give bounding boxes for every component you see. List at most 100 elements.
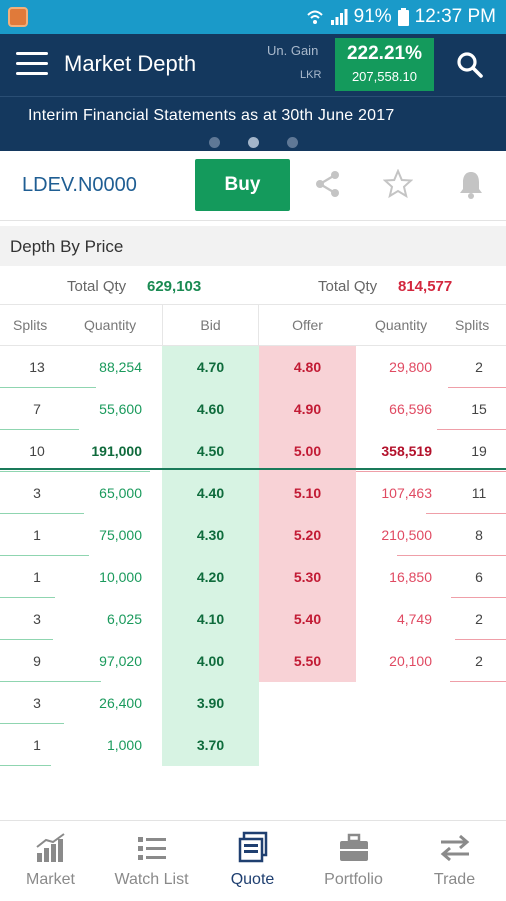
bid-price-cell[interactable] bbox=[162, 346, 259, 388]
depth-row[interactable]: 1 75,000 4.30 5.20 210,500 8 bbox=[0, 514, 506, 556]
depth-row[interactable]: 10 191,000 4.50 5.00 358,519 19 bbox=[0, 430, 506, 472]
depth-section-header: Depth By Price bbox=[0, 226, 506, 266]
battery-percent: 91% bbox=[353, 6, 392, 27]
offer-splits: 11 bbox=[471, 485, 487, 501]
bid-splits: 1 bbox=[33, 569, 41, 585]
bid-depth-underline bbox=[0, 387, 96, 388]
bid-total-qty: 629,103 bbox=[147, 278, 202, 295]
bid-price-cell[interactable] bbox=[162, 430, 259, 472]
depth-row[interactable]: 9 97,020 4.00 5.50 20,100 2 bbox=[0, 640, 506, 682]
announcement-banner[interactable]: Interim Financial Statements as at 30th … bbox=[0, 96, 506, 151]
offer-price-cell[interactable] bbox=[259, 598, 356, 640]
offer-price-cell[interactable] bbox=[259, 346, 356, 388]
bid-price-cell[interactable] bbox=[162, 598, 259, 640]
depth-row[interactable]: 3 6,025 4.10 5.40 4,749 2 bbox=[0, 598, 506, 640]
bid-price: 3.70 bbox=[196, 737, 225, 753]
offer-splits: 15 bbox=[471, 401, 487, 417]
depth-row[interactable]: 13 88,254 4.70 4.80 29,800 2 bbox=[0, 346, 506, 388]
depth-column-headers: Splits Quantity Bid Offer Quantity Split… bbox=[0, 304, 506, 346]
bid-price: 4.40 bbox=[196, 485, 225, 501]
col-offer-quantity: Quantity bbox=[375, 317, 428, 333]
offer-price-cell[interactable] bbox=[259, 472, 356, 514]
bid-price-cell[interactable] bbox=[162, 514, 259, 556]
bid-splits: 3 bbox=[33, 485, 41, 501]
bid-price-cell[interactable] bbox=[162, 682, 259, 724]
depth-row[interactable]: 3 26,400 3.90 bbox=[0, 682, 506, 724]
col-bid-splits: Splits bbox=[13, 317, 48, 333]
bid-quantity: 88,254 bbox=[99, 359, 142, 375]
nav-market-label: Market bbox=[26, 871, 75, 888]
search-icon[interactable] bbox=[456, 51, 484, 79]
offer-splits: 6 bbox=[475, 569, 483, 585]
offer-price: 5.10 bbox=[293, 485, 322, 501]
carousel-dot[interactable] bbox=[208, 137, 220, 148]
unrealized-gain-label: Un. Gain bbox=[267, 43, 319, 58]
bid-splits: 1 bbox=[33, 527, 41, 543]
offer-price-cell[interactable] bbox=[259, 640, 356, 682]
depth-row[interactable]: 1 10,000 4.20 5.30 16,850 6 bbox=[0, 556, 506, 598]
col-offer: Offer bbox=[292, 317, 323, 333]
nav-watch-list-label: Watch List bbox=[114, 871, 189, 888]
carousel-dot-active[interactable] bbox=[247, 137, 259, 148]
depth-row[interactable]: 3 65,000 4.40 5.10 107,463 11 bbox=[0, 472, 506, 514]
bid-price-cell[interactable] bbox=[162, 388, 259, 430]
bell-icon[interactable] bbox=[456, 169, 486, 199]
offer-depth-underline bbox=[455, 639, 506, 640]
nav-quote[interactable]: Quote bbox=[202, 821, 303, 901]
offer-splits: 8 bbox=[475, 527, 483, 543]
offer-quantity: 210,500 bbox=[381, 527, 432, 543]
depth-row[interactable]: 7 55,600 4.60 4.90 66,596 15 bbox=[0, 388, 506, 430]
bid-price-cell[interactable] bbox=[162, 724, 259, 766]
offer-depth-underline bbox=[451, 597, 506, 598]
nav-portfolio[interactable]: Portfolio bbox=[303, 821, 404, 901]
nav-watch-list[interactable]: Watch List bbox=[101, 821, 202, 901]
buy-button[interactable]: Buy bbox=[195, 159, 290, 211]
bid-price-cell[interactable] bbox=[162, 472, 259, 514]
offer-depth-underline bbox=[437, 429, 506, 430]
totals-row: Total Qty 629,103 Total Qty 814,577 bbox=[0, 266, 506, 304]
carousel-dot[interactable] bbox=[286, 137, 298, 148]
nav-trade[interactable]: Trade bbox=[404, 821, 505, 901]
gain-percent: 222.21% bbox=[346, 43, 422, 64]
offer-splits: 2 bbox=[475, 611, 483, 627]
bid-price: 4.60 bbox=[196, 401, 225, 417]
offer-quantity: 4,749 bbox=[396, 611, 432, 627]
bottom-navigation: Market Watch List Quote Portfolio bbox=[0, 820, 506, 900]
quote-header: LDEV.N0000 Buy bbox=[0, 151, 506, 221]
star-icon[interactable] bbox=[383, 169, 413, 199]
col-offer-splits: Splits bbox=[455, 317, 490, 333]
clock: 12:37 PM bbox=[414, 6, 496, 27]
share-icon[interactable] bbox=[313, 169, 343, 199]
announcement-text: Interim Financial Statements as at 30th … bbox=[28, 107, 395, 124]
offer-price-cell[interactable] bbox=[259, 514, 356, 556]
nav-market[interactable]: Market bbox=[0, 821, 101, 901]
bid-price-cell[interactable] bbox=[162, 640, 259, 682]
gain-currency-label: LKR bbox=[300, 69, 322, 81]
bid-price-cell[interactable] bbox=[162, 556, 259, 598]
bid-depth-underline bbox=[0, 513, 84, 514]
depth-row[interactable]: 1 1,000 3.70 bbox=[0, 724, 506, 766]
offer-price: 5.30 bbox=[293, 569, 322, 585]
bid-depth-underline bbox=[0, 429, 79, 430]
bid-depth-underline bbox=[0, 471, 150, 472]
nav-portfolio-label: Portfolio bbox=[324, 871, 383, 888]
bid-price: 4.30 bbox=[196, 527, 225, 543]
bid-splits: 3 bbox=[33, 611, 41, 627]
bid-splits: 7 bbox=[33, 401, 41, 417]
menu-icon[interactable] bbox=[16, 52, 48, 76]
offer-total-label: Total Qty bbox=[318, 278, 378, 295]
security-symbol[interactable]: LDEV.N0000 bbox=[22, 174, 137, 196]
col-bid: Bid bbox=[162, 305, 259, 345]
unrealized-gain-badge[interactable]: 222.21% 207,558.10 bbox=[335, 38, 434, 91]
bid-splits: 10 bbox=[29, 443, 45, 459]
bid-quantity: 55,600 bbox=[99, 401, 142, 417]
carousel-indicator bbox=[0, 137, 506, 148]
offer-price: 4.90 bbox=[293, 401, 322, 417]
quote-window-icon bbox=[238, 831, 268, 863]
bid-quantity: 1,000 bbox=[106, 737, 142, 753]
offer-price-cell[interactable] bbox=[259, 556, 356, 598]
offer-price-cell[interactable] bbox=[259, 430, 356, 472]
offer-price-cell[interactable] bbox=[259, 388, 356, 430]
swap-arrows-icon bbox=[440, 834, 470, 862]
bid-price: 4.20 bbox=[196, 569, 225, 585]
